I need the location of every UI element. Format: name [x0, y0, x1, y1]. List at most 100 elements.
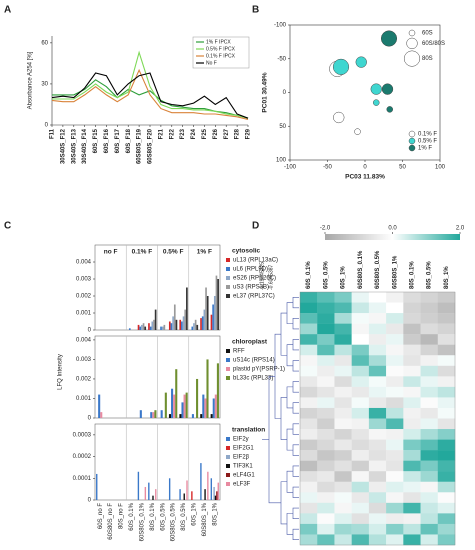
heatmap-cell	[351, 460, 370, 472]
x-tick-label: 80S_0.1%	[150, 502, 156, 530]
bar	[193, 323, 195, 330]
heatmap-cell	[300, 513, 318, 525]
heatmap-cell	[386, 523, 404, 535]
x-tick-label: 80S_no F	[119, 503, 125, 529]
heatmap-cell	[368, 429, 387, 440]
y-tick-label: 0.001	[76, 396, 92, 402]
heatmap-cell	[300, 323, 318, 335]
heatmap-cell	[351, 292, 370, 303]
heatmap-cell	[368, 334, 387, 345]
heatmap-cell	[386, 502, 404, 514]
legend-label: bL33c (RPL33)	[233, 376, 273, 382]
bar	[164, 392, 167, 418]
y-axis-label: LFQ Intensity	[58, 354, 64, 390]
heatmap-cell	[386, 407, 404, 419]
legend-label: RFF	[233, 349, 245, 355]
heatmap-cell	[334, 313, 352, 324]
y-tick-label: 0	[88, 498, 92, 504]
bar	[142, 323, 145, 330]
bar	[154, 410, 157, 418]
legend-swatch	[226, 464, 230, 468]
heatmap-cell	[403, 355, 421, 366]
heatmap-cell	[437, 513, 456, 525]
heatmap-cell	[420, 313, 438, 324]
heatmap-cell	[317, 344, 335, 356]
x-tick-label: 80S_1%	[212, 502, 218, 525]
x-tick-label: 60S80S_0.5%	[171, 502, 177, 541]
bar	[98, 394, 101, 418]
heatmap-cell	[368, 386, 387, 398]
heatmap-cell	[403, 418, 421, 430]
legend-label: eLF3F	[233, 482, 251, 488]
heatmap-cell	[351, 334, 370, 345]
colorbar	[325, 234, 460, 240]
x-tick-label: 60S80S_F20	[148, 128, 154, 164]
heatmap-cell	[420, 534, 438, 546]
y-tick-label: 0	[283, 90, 287, 96]
size-legend-marker	[403, 50, 421, 67]
heatmap-cell	[437, 292, 456, 303]
dendrogram-branch	[292, 360, 299, 372]
heatmap-cell	[437, 471, 456, 482]
heatmap-cell	[317, 376, 335, 388]
legend-label: plastid pY(PSRP-1)	[233, 367, 285, 373]
heatmap-cell	[317, 429, 335, 440]
point	[354, 128, 361, 135]
bar	[217, 279, 219, 330]
heatmap-cell	[351, 323, 370, 335]
heatmap-cell	[420, 460, 438, 472]
heatmap-cell	[300, 492, 318, 504]
bar	[204, 398, 207, 418]
heatmap-cell	[334, 292, 352, 303]
legend-marker	[408, 130, 416, 138]
bar	[181, 321, 183, 330]
legend-swatch	[226, 473, 230, 477]
heatmap-cell	[334, 344, 352, 356]
heatmap-cell	[420, 450, 438, 461]
dendrogram-branch	[286, 302, 293, 324]
bar	[201, 316, 204, 330]
bar	[203, 309, 206, 330]
legend-label: No F	[206, 60, 217, 66]
legend-label: TIF3K1	[233, 464, 253, 470]
bar	[196, 324, 199, 330]
heatmap-cell	[437, 407, 456, 419]
legend-label: uL13 (RPL13aC)	[233, 258, 278, 264]
column-label: 80S_0.1%	[410, 261, 416, 289]
bar	[214, 495, 217, 500]
heatmap-cell	[317, 355, 335, 366]
heatmap-cell	[317, 313, 335, 324]
heatmap-cell	[368, 323, 387, 335]
column-label: 60S_1%	[341, 266, 347, 289]
heatmap-cell	[386, 450, 404, 461]
x-tick-label: 60S80S_0.1%	[139, 502, 145, 541]
heatmap-cell	[437, 397, 456, 409]
bar	[168, 321, 171, 330]
heatmap-cell	[351, 313, 370, 324]
y-tick-label: 0	[45, 123, 49, 129]
heatmap-cell	[420, 386, 438, 398]
heatmap-cell	[420, 481, 438, 493]
heatmap-cell	[334, 397, 352, 409]
legend-marker	[408, 137, 416, 145]
bar	[137, 471, 140, 500]
bar	[152, 412, 155, 418]
bar	[200, 414, 203, 418]
bar	[210, 414, 213, 418]
legend-label: EIF2G1	[233, 446, 254, 452]
heatmap-cell	[334, 439, 352, 451]
heatmap-cell	[317, 471, 335, 482]
heatmap-cell	[351, 429, 370, 440]
heatmap-cell	[437, 502, 456, 514]
heatmap-cell	[420, 334, 438, 345]
heatmap-cell	[351, 471, 370, 482]
x-tick-label: 60S_0.1%	[129, 502, 135, 530]
heatmap-cell	[317, 460, 335, 472]
heatmap-cell	[437, 323, 456, 335]
x-tick-label: 60S_F17	[115, 128, 121, 153]
dendrogram-branch	[292, 423, 299, 435]
legend-swatch	[226, 358, 230, 362]
heatmap-cell	[317, 534, 335, 546]
heatmap-cell	[368, 355, 387, 366]
heatmap-cell	[334, 513, 352, 525]
